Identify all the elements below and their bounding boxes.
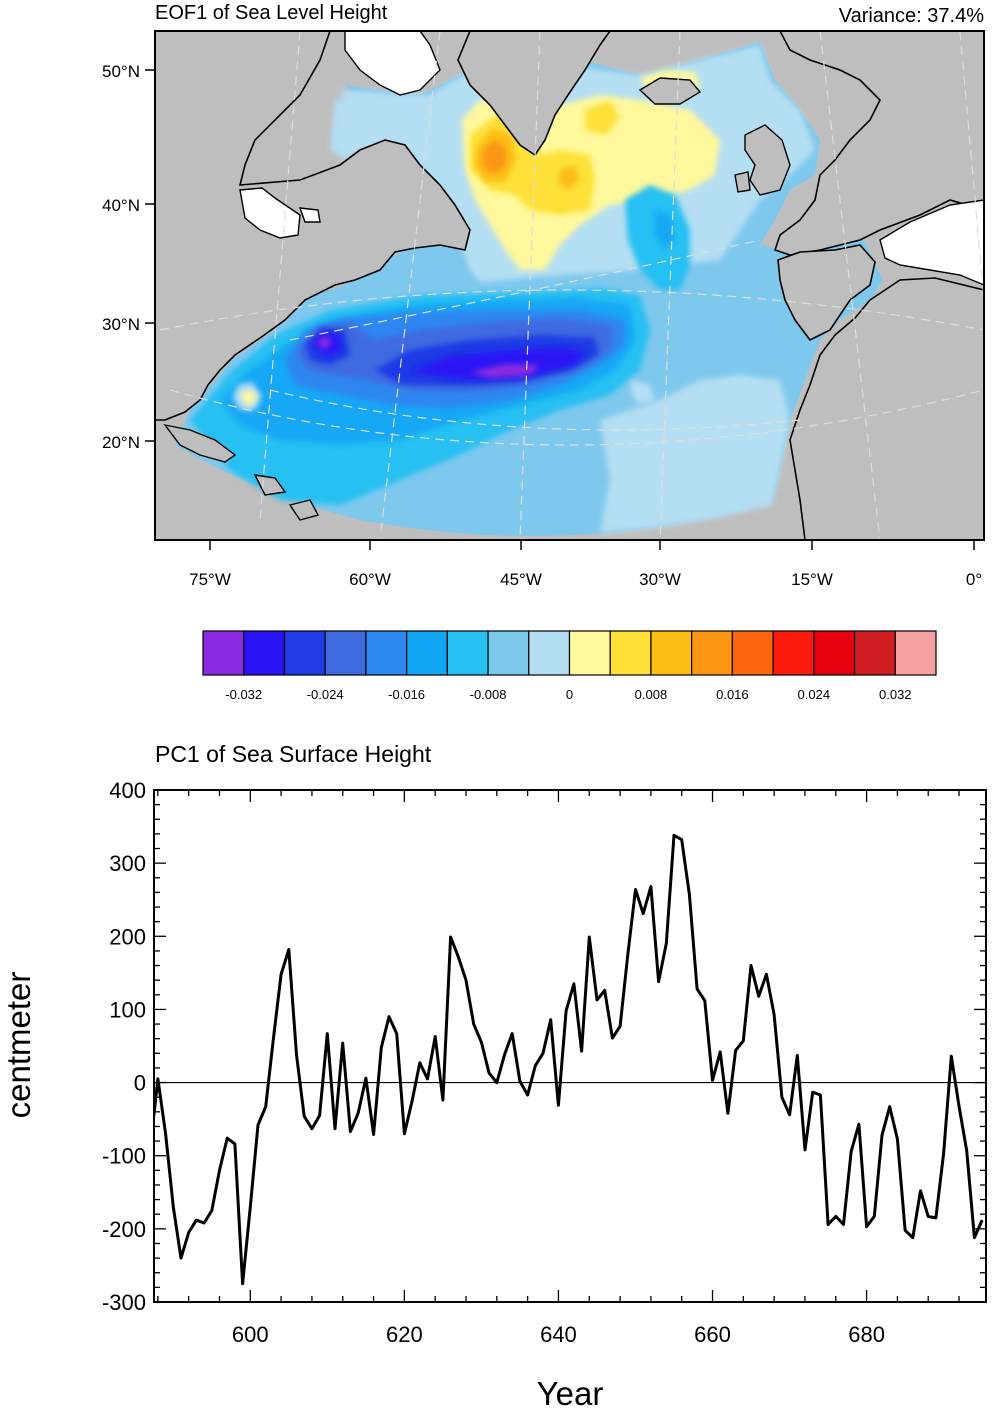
pc1-series-line <box>154 833 984 1286</box>
land-north-america <box>155 31 471 421</box>
colorbar-swatch-13 <box>731 630 774 676</box>
chart-tick-labels: -300 -200 -100 0 100 200 300 400 600 620 640 660 680 <box>102 778 885 1347</box>
contour-gold-2 <box>585 100 620 135</box>
contour-blue-east-inner <box>655 210 675 250</box>
map-axis-ticks <box>145 69 975 550</box>
pc1-timeseries-panel: PC1 of Sea Surface Height -300 -200 -100 0 1… <box>0 741 987 1412</box>
lon-label-0: 0° <box>966 570 982 589</box>
contour-light-blue-canada <box>330 95 385 160</box>
map-border <box>154 30 985 541</box>
colorbar-tick-label-6: 0.016 <box>716 687 749 702</box>
y-tick-label: 100 <box>109 997 146 1022</box>
land-british-isles <box>734 124 791 196</box>
map-plot-area <box>155 31 984 540</box>
colorbar: -0.032 -0.024 -0.016 -0.008 0 0.008 0.016 0.024… <box>202 630 937 702</box>
land-africa <box>789 277 984 540</box>
lon-label-75w: 75°W <box>189 570 231 589</box>
contour-bahamas-yellow <box>242 390 257 406</box>
contour-light-blue-south <box>600 375 790 533</box>
land-great-lakes <box>239 187 321 239</box>
x-tick-label: 660 <box>694 1322 731 1347</box>
map-lon-labels: 75°W 60°W 45°W 30°W 15°W 0° <box>189 570 982 589</box>
land-iceland <box>638 77 702 105</box>
colorbar-swatch-3 <box>324 630 367 676</box>
colorbar-swatch-14 <box>772 630 815 676</box>
colorbar-tick-label-3: -0.008 <box>470 687 507 702</box>
colorbar-swatch-12 <box>691 630 733 676</box>
contour-orange-2 <box>558 165 580 190</box>
colorbar-swatch-2 <box>283 630 326 676</box>
x-tick-label: 620 <box>386 1322 423 1347</box>
x-tick-label: 680 <box>848 1322 885 1347</box>
chart-title: PC1 of Sea Surface Height <box>155 741 432 767</box>
contour-light-blue-ne <box>630 380 655 405</box>
colorbar-tick-label-0: -0.032 <box>225 687 262 702</box>
land-cuba <box>163 423 320 521</box>
colorbar-swatch-4 <box>365 630 408 676</box>
colorbar-tick-label-8: 0.032 <box>879 687 912 702</box>
lat-label-30n: 30°N <box>102 315 140 334</box>
colorbar-tick-label-4: 0 <box>566 687 573 702</box>
colorbar-swatch-6 <box>446 630 489 676</box>
colorbar-tick-label-2: -0.016 <box>388 687 425 702</box>
x-tick-label: 640 <box>540 1322 577 1347</box>
y-tick-label: 200 <box>109 924 146 949</box>
colorbar-swatch-15 <box>813 630 856 676</box>
graticule <box>159 31 984 540</box>
y-tick-label: 300 <box>109 851 146 876</box>
land-hudson-bay <box>344 31 441 96</box>
map-variance-label: Variance: 37.4% <box>839 5 984 27</box>
colorbar-swatch-0 <box>202 630 245 676</box>
eof1-map-panel: EOF1 of Sea Level Height Variance: 37.4% <box>102 2 985 589</box>
chart-border <box>153 789 987 1303</box>
colorbar-swatch-16 <box>853 630 896 676</box>
map-lat-labels: 50°N 40°N 30°N 20°N <box>102 62 140 452</box>
land-europe <box>773 31 984 256</box>
colorbar-swatch-9 <box>568 630 611 676</box>
colorbar-tick-label-7: 0.024 <box>798 687 831 702</box>
chart-ticks <box>154 789 986 1303</box>
lon-label-60w: 60°W <box>349 570 391 589</box>
y-tick-label: -300 <box>102 1290 146 1315</box>
colorbar-swatch-1 <box>243 630 286 676</box>
colorbar-swatch-10 <box>609 630 652 676</box>
lat-label-20n: 20°N <box>102 433 140 452</box>
colorbar-swatch-8 <box>528 630 571 676</box>
lon-label-15w: 15°W <box>791 570 833 589</box>
colorbar-swatch-5 <box>406 630 448 676</box>
lon-label-45w: 45°W <box>500 570 542 589</box>
colorbar-swatch-7 <box>487 630 530 676</box>
map-title: EOF1 of Sea Level Height <box>155 2 388 24</box>
land-greenland <box>457 31 611 157</box>
colorbar-swatch-17 <box>894 630 937 676</box>
y-tick-label: -100 <box>102 1144 146 1169</box>
land-iberia <box>777 244 876 342</box>
y-tick-label: 400 <box>109 778 146 803</box>
lat-label-50n: 50°N <box>102 62 140 81</box>
colorbar-tick-label-5: 0.008 <box>635 687 668 702</box>
y-tick-label: 0 <box>134 1071 146 1096</box>
x-axis-label: Year <box>537 1375 604 1412</box>
y-tick-label: -200 <box>102 1217 146 1242</box>
contour-gulfstream-min <box>316 336 540 378</box>
land-mediterranean <box>879 199 984 286</box>
lat-label-40n: 40°N <box>102 196 140 215</box>
colorbar-tick-label-1: -0.024 <box>307 687 344 702</box>
contour-dark-orange <box>482 140 506 174</box>
lon-label-30w: 30°W <box>639 570 681 589</box>
x-tick-label: 600 <box>232 1322 269 1347</box>
colorbar-swatch-11 <box>650 630 693 676</box>
y-axis-label: centmeter <box>0 972 37 1119</box>
